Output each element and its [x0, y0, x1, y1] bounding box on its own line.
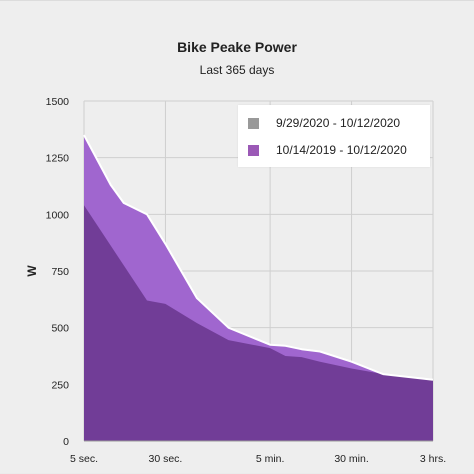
- x-axis-ticks: 5 sec. 30 sec. 5 min. 30 min. 3 hrs.: [70, 453, 446, 465]
- chart-legend: 9/29/2020 - 10/12/2020 10/14/2019 - 10/1…: [238, 105, 430, 167]
- y-tick-label-0: 0: [63, 436, 69, 448]
- y-tick-label-2: 500: [51, 323, 69, 335]
- x-tick-label-1: 30 sec.: [149, 453, 183, 465]
- x-tick-label-2: 5 min.: [256, 453, 285, 465]
- y-tick-label-1: 250: [51, 379, 69, 391]
- area-series-recent: [84, 205, 433, 441]
- chart-subtitle: Last 365 days: [199, 63, 275, 77]
- x-tick-label-3: 30 min.: [334, 453, 368, 465]
- y-tick-label-3: 750: [51, 266, 69, 278]
- y-axis-ticks: 0 250 500 750 1000 1250 1500: [46, 96, 70, 448]
- y-tick-label-6: 1500: [46, 96, 70, 108]
- legend-item-recent[interactable]: 9/29/2020 - 10/12/2020: [248, 115, 400, 131]
- chart-areas: [83, 134, 434, 441]
- legend-swatch-recent: [248, 117, 259, 129]
- y-tick-label-5: 1250: [46, 153, 70, 165]
- legend-label-recent: 9/29/2020 - 10/12/2020: [276, 116, 401, 130]
- y-tick-label-4: 1000: [46, 209, 70, 221]
- chart-title: Bike Peake Power: [177, 39, 297, 55]
- x-tick-label-0: 5 sec.: [70, 453, 98, 465]
- legend-swatch-year: [248, 144, 259, 156]
- y-axis-label: W: [25, 265, 39, 277]
- legend-label-year: 10/14/2019 - 10/12/2020: [276, 143, 407, 157]
- legend-item-year[interactable]: 10/14/2019 - 10/12/2020: [248, 142, 407, 158]
- line-series-year: [83, 134, 434, 381]
- x-tick-label-4: 3 hrs.: [420, 453, 446, 465]
